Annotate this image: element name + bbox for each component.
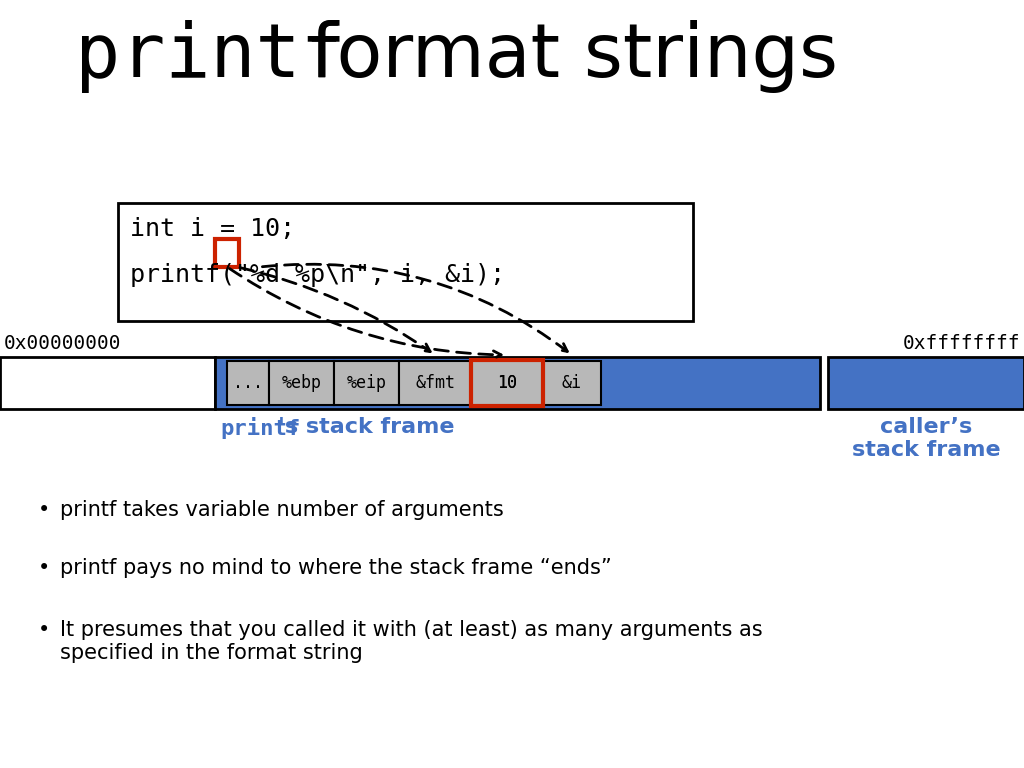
Bar xyxy=(828,357,1024,409)
Text: •: • xyxy=(38,558,50,578)
Bar xyxy=(399,361,471,405)
Bar xyxy=(0,357,215,409)
Bar xyxy=(215,357,820,409)
Text: 10: 10 xyxy=(497,374,517,392)
Text: It presumes that you called it with (at least) as many arguments as
specified in: It presumes that you called it with (at … xyxy=(60,620,763,664)
Text: &fmt: &fmt xyxy=(415,374,455,392)
Bar xyxy=(334,361,399,405)
Text: printf takes variable number of arguments: printf takes variable number of argument… xyxy=(60,500,504,520)
Text: 0x00000000: 0x00000000 xyxy=(4,334,122,353)
Bar xyxy=(118,203,693,321)
Text: 's stack frame: 's stack frame xyxy=(278,417,455,437)
Text: int i = 10;: int i = 10; xyxy=(130,217,295,241)
Bar xyxy=(543,361,601,405)
Bar xyxy=(269,361,334,405)
Text: printf("%d %p\n", i, &i);: printf("%d %p\n", i, &i); xyxy=(130,263,505,287)
Bar xyxy=(471,360,543,406)
Text: caller’s
stack frame: caller’s stack frame xyxy=(852,417,1000,460)
Text: printf: printf xyxy=(220,417,300,439)
Text: ...: ... xyxy=(233,374,263,392)
Bar xyxy=(215,239,239,267)
Text: •: • xyxy=(38,620,50,640)
Text: 0xffffffff: 0xffffffff xyxy=(902,334,1020,353)
Text: &i: &i xyxy=(562,374,582,392)
Text: printf pays no mind to where the stack frame “ends”: printf pays no mind to where the stack f… xyxy=(60,558,611,578)
Text: %eip: %eip xyxy=(346,374,386,392)
Bar xyxy=(471,361,543,405)
Text: 10: 10 xyxy=(497,374,517,392)
Text: format strings: format strings xyxy=(310,20,838,93)
Text: %ebp: %ebp xyxy=(282,374,322,392)
Text: printf: printf xyxy=(75,20,346,93)
Bar xyxy=(227,361,269,405)
Text: •: • xyxy=(38,500,50,520)
